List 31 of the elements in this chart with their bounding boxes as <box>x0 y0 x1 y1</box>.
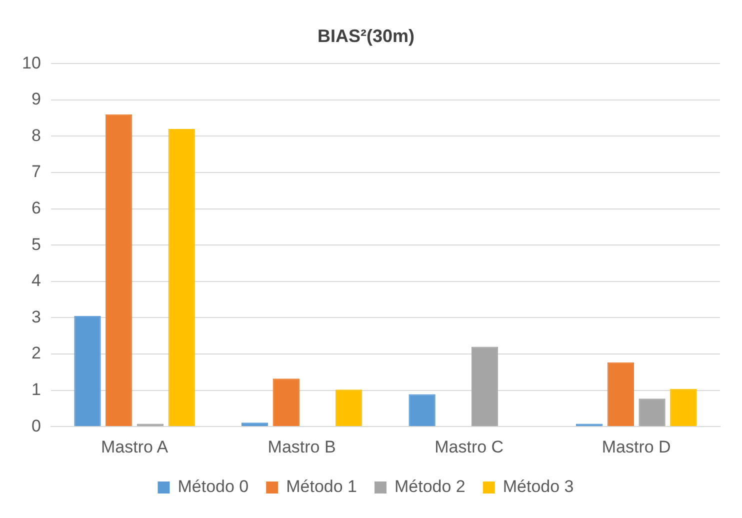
legend-label: Método 0 <box>178 477 249 496</box>
bar <box>168 128 195 426</box>
y-tick-label: 10 <box>22 53 41 72</box>
y-tick-label: 9 <box>31 90 41 109</box>
x-tick-label: Mastro C <box>434 437 504 456</box>
y-tick-label: 4 <box>31 271 41 290</box>
y-tick-label: 7 <box>31 162 41 182</box>
y-tick-label: 0 <box>31 416 41 436</box>
y-tick-label: 6 <box>31 198 41 218</box>
legend-label: Método 2 <box>394 477 466 496</box>
legend-label: Método 3 <box>502 477 574 496</box>
bar <box>607 362 634 426</box>
bar <box>336 390 362 426</box>
y-tick-label: 5 <box>31 234 41 254</box>
y-tick-label: 2 <box>31 344 41 363</box>
bar <box>272 378 300 426</box>
bar <box>670 388 697 426</box>
bar <box>408 394 436 426</box>
x-tick-label: Mastro B <box>268 437 336 456</box>
x-tick-label: Mastro A <box>101 437 169 456</box>
y-tick-label: 3 <box>31 307 41 326</box>
x-tick-label: Mastro D <box>602 437 671 456</box>
bar <box>638 398 666 426</box>
y-tick-label: 8 <box>31 126 41 145</box>
bar <box>74 316 101 426</box>
bar <box>106 114 132 426</box>
chart-title: BIAS²(30m) <box>317 26 415 46</box>
bar <box>241 422 268 426</box>
bar <box>471 346 498 426</box>
y-tick-label: 1 <box>31 380 41 399</box>
legend-label: Método 1 <box>286 477 358 496</box>
